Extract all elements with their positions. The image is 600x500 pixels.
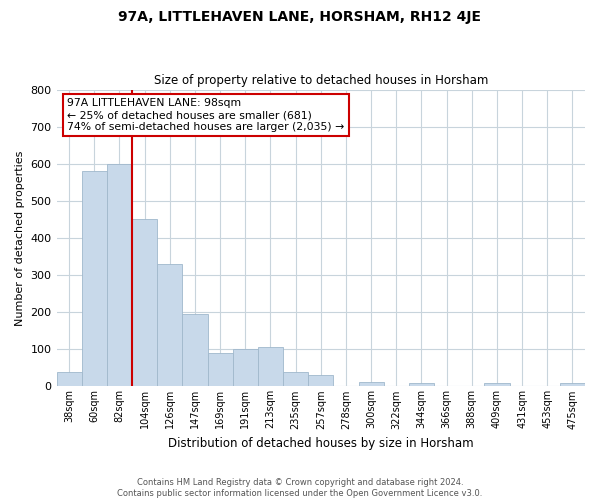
Bar: [359, 382, 383, 386]
Bar: [157, 264, 182, 386]
Text: 97A, LITTLEHAVEN LANE, HORSHAM, RH12 4JE: 97A, LITTLEHAVEN LANE, HORSHAM, RH12 4JE: [119, 10, 482, 24]
Bar: [107, 164, 132, 386]
Bar: [283, 372, 308, 386]
Bar: [409, 382, 434, 386]
X-axis label: Distribution of detached houses by size in Horsham: Distribution of detached houses by size …: [168, 437, 473, 450]
Bar: [484, 382, 509, 386]
Y-axis label: Number of detached properties: Number of detached properties: [15, 150, 25, 326]
Bar: [308, 374, 334, 386]
Bar: [132, 220, 157, 386]
Bar: [182, 314, 208, 386]
Bar: [560, 382, 585, 386]
Text: Contains HM Land Registry data © Crown copyright and database right 2024.
Contai: Contains HM Land Registry data © Crown c…: [118, 478, 482, 498]
Bar: [258, 348, 283, 387]
Title: Size of property relative to detached houses in Horsham: Size of property relative to detached ho…: [154, 74, 488, 87]
Bar: [208, 353, 233, 386]
Text: 97A LITTLEHAVEN LANE: 98sqm
← 25% of detached houses are smaller (681)
74% of se: 97A LITTLEHAVEN LANE: 98sqm ← 25% of det…: [67, 98, 344, 132]
Bar: [82, 171, 107, 386]
Bar: [233, 350, 258, 387]
Bar: [56, 372, 82, 386]
